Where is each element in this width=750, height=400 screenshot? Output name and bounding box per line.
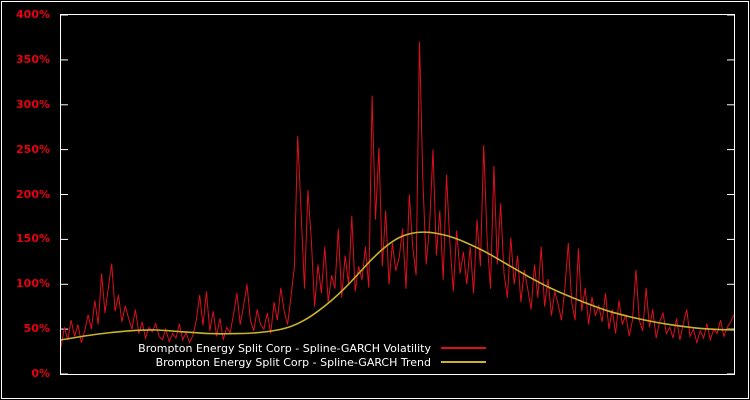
legend-item-volatility: Brompton Energy Split Corp - Spline-GARC… (61, 341, 486, 355)
y-axis-tick-label: 0% (31, 367, 50, 380)
y-axis-tick-label: 200% (16, 187, 50, 201)
y-axis-tick-label: 150% (16, 232, 50, 246)
legend-item-trend: Brompton Energy Split Corp - Spline-GARC… (61, 355, 486, 369)
legend-line-trend (441, 361, 486, 363)
y-axis-tick-label: 350% (16, 52, 50, 66)
y-axis-tick-label: 100% (16, 277, 50, 291)
volatility-series-line (61, 41, 734, 348)
legend-label-trend: Brompton Energy Split Corp - Spline-GARC… (155, 355, 431, 369)
y-axis-tick-label: 400% (16, 8, 50, 21)
plot-area: Brompton Energy Split Corp - Spline-GARC… (60, 14, 735, 375)
legend-line-volatility (441, 347, 486, 349)
legend: Brompton Energy Split Corp - Spline-GARC… (61, 341, 486, 369)
legend-label-volatility: Brompton Energy Split Corp - Spline-GARC… (138, 341, 431, 355)
y-axis-tick-label: 300% (16, 97, 50, 111)
plot-svg (61, 15, 734, 374)
y-axis-tick-label: 250% (16, 142, 50, 156)
y-axis-tick-label: 50% (23, 322, 50, 336)
y-axis: 0% 50% 100% 150% 200% 250% 300% 350% 400% (0, 0, 54, 400)
trend-series-line (61, 231, 734, 341)
